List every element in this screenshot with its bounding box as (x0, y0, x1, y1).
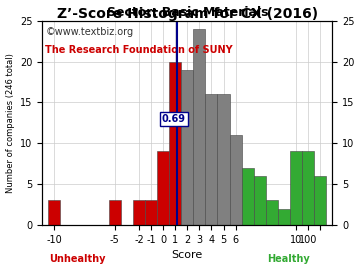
Bar (133, 201, 145, 225)
Text: 0.69: 0.69 (162, 114, 186, 124)
Bar (109, 201, 121, 225)
Bar (314, 176, 326, 225)
Bar (181, 70, 193, 225)
Bar (302, 151, 314, 225)
Bar (217, 94, 230, 225)
Bar (169, 62, 181, 225)
Bar (290, 151, 302, 225)
Bar (48, 201, 60, 225)
Y-axis label: Number of companies (246 total): Number of companies (246 total) (5, 53, 14, 193)
Text: The Research Foundation of SUNY: The Research Foundation of SUNY (45, 45, 233, 55)
Title: Z’-Score Histogram for CX (2016): Z’-Score Histogram for CX (2016) (57, 7, 318, 21)
Bar (206, 94, 217, 225)
Bar (254, 176, 266, 225)
Text: ©www.textbiz.org: ©www.textbiz.org (45, 27, 133, 37)
Text: Sector: Basic Materials: Sector: Basic Materials (107, 6, 268, 19)
Bar (278, 209, 290, 225)
Bar (157, 151, 169, 225)
Bar (193, 29, 206, 225)
Bar (145, 201, 157, 225)
Bar (266, 201, 278, 225)
X-axis label: Score: Score (172, 250, 203, 260)
Bar (242, 168, 254, 225)
Bar (230, 135, 242, 225)
Text: Healthy: Healthy (267, 254, 310, 264)
Text: Unhealthy: Unhealthy (49, 254, 105, 264)
